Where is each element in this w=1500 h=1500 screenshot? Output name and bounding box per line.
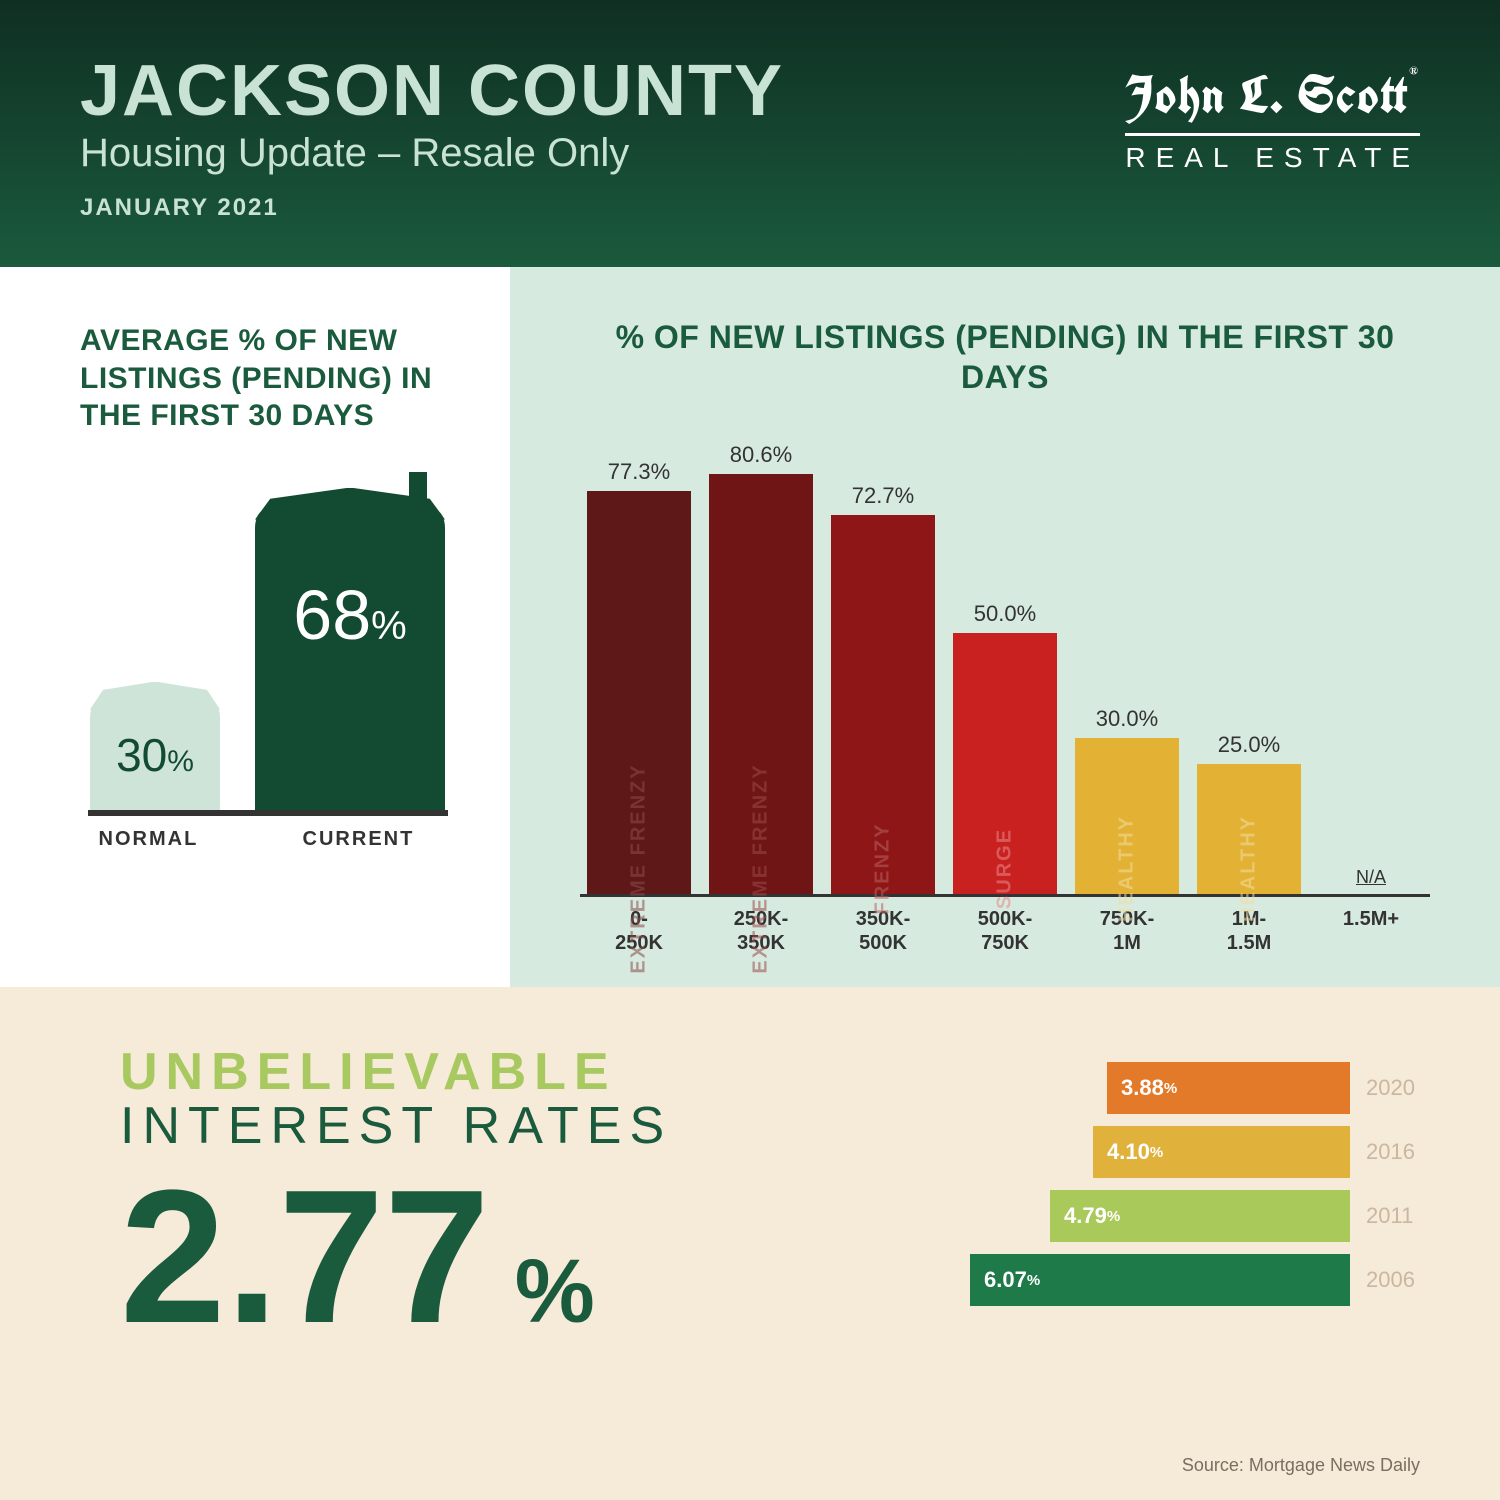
house-normal-value: 30%	[116, 728, 194, 782]
bar: EXTREME FRENZY	[709, 474, 813, 894]
logo-rule	[1125, 133, 1420, 136]
history-row: 4.79% 2011	[1050, 1190, 1420, 1242]
avg-listings-title: AVERAGE % OF NEW LISTINGS (PENDING) IN T…	[80, 322, 455, 435]
bar: FRENZY	[831, 515, 935, 894]
bar-na-label: N/A	[1356, 867, 1386, 888]
header: JACKSON COUNTY Housing Update – Resale O…	[0, 0, 1500, 267]
bar-value-label: 72.7%	[852, 483, 914, 509]
house-current-label: CURRENT	[269, 828, 447, 851]
middle-row: AVERAGE % OF NEW LISTINGS (PENDING) IN T…	[0, 267, 1500, 987]
bar: HEALTHY	[1197, 764, 1301, 894]
source-text: Source: Mortgage News Daily	[1182, 1455, 1420, 1476]
bar-value-label: 50.0%	[974, 601, 1036, 627]
bar-value-label: 25.0%	[1218, 732, 1280, 758]
bar-column: 72.7% FRENZY	[831, 483, 935, 894]
history-year: 2011	[1366, 1203, 1420, 1229]
house-normal: 30%	[90, 700, 220, 810]
header-left: JACKSON COUNTY Housing Update – Resale O…	[80, 55, 784, 222]
history-year: 2006	[1366, 1267, 1420, 1293]
house-current: 68%	[255, 510, 445, 810]
bar-status-label: EXTREME FRENZY	[750, 763, 773, 973]
brand-logo: John L. Scott® REAL ESTATE	[1125, 61, 1420, 174]
bar-column: 50.0% SURGE	[953, 601, 1057, 894]
page-date: JANUARY 2021	[80, 194, 784, 222]
history-row: 3.88% 2020	[1107, 1062, 1420, 1114]
bar-column: 30.0% HEALTHY	[1075, 706, 1179, 894]
history-bar: 4.79%	[1050, 1190, 1350, 1242]
house-current-body: 68%	[255, 510, 445, 810]
listings-bar-panel: % OF NEW LISTINGS (PENDING) IN THE FIRST…	[510, 267, 1500, 987]
bar-value-label: 30.0%	[1096, 706, 1158, 732]
bar-column: 25.0% HEALTHY	[1197, 732, 1301, 894]
history-bar: 3.88%	[1107, 1062, 1350, 1114]
bar-column: N/A	[1319, 867, 1423, 894]
rate-line2: INTEREST RATES	[120, 1096, 672, 1156]
bar-category-label: 500K-750K	[953, 907, 1057, 955]
bar-value-label: 77.3%	[608, 459, 670, 485]
rate-line1: UNBELIEVABLE	[120, 1042, 672, 1102]
house-labels: NORMAL CURRENT	[88, 828, 448, 851]
house-normal-body: 30%	[90, 700, 220, 810]
bar-chart: 77.3%EXTREME FRENZY80.6%EXTREME FRENZY72…	[580, 437, 1430, 897]
rates-panel: UNBELIEVABLE INTEREST RATES 2.77 % 3.88%…	[0, 987, 1500, 1500]
history-bar: 4.10%	[1093, 1126, 1350, 1178]
bar-column: 77.3% EXTREME FRENZY	[587, 459, 691, 894]
registered-mark: ®	[1409, 61, 1420, 81]
rate-big: 2.77 %	[120, 1162, 672, 1352]
bar-status-label: HEALTHY	[1238, 815, 1261, 922]
rate-history-chart: 3.88% 2020 4.10% 2016 4.79% 2011 6.07% 2006	[960, 1062, 1420, 1470]
logo-subtext: REAL ESTATE	[1125, 142, 1420, 174]
infographic-page: JACKSON COUNTY Housing Update – Resale O…	[0, 0, 1500, 1500]
page-title: JACKSON COUNTY	[80, 55, 784, 127]
bar-categories: 0-250K250K-350K350K-500K500K-750K750K-1M…	[580, 907, 1430, 955]
house-chart: 30% 68%	[88, 510, 448, 816]
house-normal-label: NORMAL	[88, 828, 210, 851]
history-year: 2020	[1366, 1075, 1420, 1101]
bar-status-label: EXTREME FRENZY	[628, 763, 651, 973]
listings-bar-title: % OF NEW LISTINGS (PENDING) IN THE FIRST…	[580, 317, 1430, 397]
history-year: 2016	[1366, 1139, 1420, 1165]
bar-status-label: FRENZY	[872, 823, 895, 915]
history-row: 6.07% 2006	[970, 1254, 1420, 1306]
bar-status-label: SURGE	[994, 828, 1017, 909]
logo-script: John L. Scott®	[1125, 61, 1420, 129]
house-current-value: 68%	[293, 575, 406, 655]
history-row: 4.10% 2016	[1093, 1126, 1420, 1178]
rate-headline: UNBELIEVABLE INTEREST RATES 2.77 %	[120, 1042, 672, 1470]
bar: EXTREME FRENZY	[587, 491, 691, 894]
bar-status-label: HEALTHY	[1116, 815, 1139, 922]
avg-listings-panel: AVERAGE % OF NEW LISTINGS (PENDING) IN T…	[0, 267, 510, 987]
bar: HEALTHY	[1075, 738, 1179, 894]
bar-value-label: 80.6%	[730, 442, 792, 468]
bar-category-label: 1.5M+	[1319, 907, 1423, 955]
bar-column: 80.6% EXTREME FRENZY	[709, 442, 813, 894]
history-bar: 6.07%	[970, 1254, 1350, 1306]
bar: SURGE	[953, 633, 1057, 894]
page-subtitle: Housing Update – Resale Only	[80, 131, 784, 176]
